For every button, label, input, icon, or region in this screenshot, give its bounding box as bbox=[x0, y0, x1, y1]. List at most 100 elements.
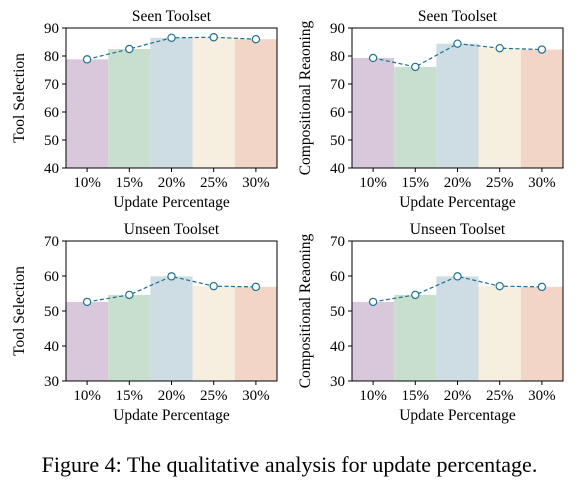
x-tick-label: 30% bbox=[242, 388, 270, 404]
x-tick-label: 15% bbox=[402, 175, 430, 191]
chart-panel-1: 40 50 60 70 80 90 10% 15% 20% 25% 30% Seen Toolset U… bbox=[11, 8, 278, 211]
y-tick-label: 40 bbox=[44, 161, 59, 177]
x-tick-label: 30% bbox=[528, 175, 556, 191]
data-point bbox=[209, 33, 218, 42]
y-tick-label: 50 bbox=[330, 304, 345, 320]
x-tick-label: 25% bbox=[486, 175, 514, 191]
y-tick-label: 80 bbox=[44, 49, 59, 65]
y-axis-label: Tool Selection bbox=[11, 53, 28, 143]
data-point bbox=[453, 39, 462, 48]
chart-title: Unseen Toolset bbox=[124, 221, 220, 238]
y-tick-label: 80 bbox=[330, 49, 345, 65]
data-point bbox=[411, 62, 420, 72]
figure-panels: 40 50 60 70 80 90 10% 15% 20% 25% 30% Seen Toolset U… bbox=[11, 8, 564, 424]
data-point bbox=[368, 53, 378, 63]
data-point bbox=[82, 297, 92, 307]
bar bbox=[478, 48, 521, 168]
data-point bbox=[125, 44, 134, 54]
y-tick-label: 40 bbox=[330, 339, 345, 355]
y-tick-label: 50 bbox=[330, 133, 345, 149]
x-tick-label: 30% bbox=[242, 175, 270, 191]
y-tick-label: 90 bbox=[44, 21, 59, 37]
chart-title: Seen Toolset bbox=[132, 8, 212, 25]
bar bbox=[150, 37, 193, 168]
x-tick-label: 25% bbox=[200, 175, 228, 191]
x-axis-label: Update Percentage bbox=[399, 194, 516, 211]
y-tick-label: 90 bbox=[330, 21, 345, 37]
y-tick-label: 30 bbox=[330, 374, 345, 390]
x-axis-label: Update Percentage bbox=[113, 194, 230, 211]
x-tick-label: 10% bbox=[73, 388, 101, 404]
y-tick-label: 70 bbox=[44, 77, 59, 93]
y-tick-label: 60 bbox=[330, 269, 345, 285]
y-tick-label: 50 bbox=[44, 304, 59, 320]
bar bbox=[394, 66, 437, 168]
bar bbox=[234, 39, 277, 169]
data-point bbox=[125, 290, 134, 300]
series-line bbox=[87, 275, 256, 303]
x-tick-label: 30% bbox=[528, 388, 556, 404]
chart-panel-2: 40 50 60 70 80 90 10% 15% 20% 25% 30% Seen Toolset U… bbox=[297, 8, 564, 211]
bar bbox=[192, 37, 235, 168]
bar bbox=[520, 286, 563, 381]
x-tick-label: 20% bbox=[444, 388, 472, 404]
data-point bbox=[167, 272, 176, 281]
bar bbox=[108, 294, 151, 381]
y-axis-label: Compositional Reaoning bbox=[297, 233, 314, 388]
bar bbox=[520, 49, 563, 169]
chart-title: Unseen Toolset bbox=[410, 221, 506, 238]
x-tick-label: 20% bbox=[158, 175, 186, 191]
y-tick-label: 60 bbox=[44, 269, 59, 285]
y-axis-label: Compositional Reaoning bbox=[297, 20, 314, 175]
bar bbox=[108, 49, 151, 168]
x-tick-label: 20% bbox=[444, 175, 472, 191]
x-tick-label: 10% bbox=[359, 388, 387, 404]
y-tick-label: 60 bbox=[330, 105, 345, 121]
y-tick-label: 70 bbox=[330, 234, 345, 250]
y-tick-label: 50 bbox=[44, 133, 59, 149]
y-tick-label: 40 bbox=[330, 161, 345, 177]
chart-title: Seen Toolset bbox=[418, 8, 498, 25]
bar bbox=[66, 301, 109, 381]
bar bbox=[478, 286, 521, 381]
x-axis-label: Update Percentage bbox=[399, 407, 516, 424]
data-point bbox=[453, 272, 462, 281]
y-tick-label: 70 bbox=[330, 77, 345, 93]
data-point bbox=[495, 281, 504, 291]
bar bbox=[436, 43, 479, 168]
bar bbox=[150, 276, 193, 381]
data-point bbox=[209, 281, 218, 291]
chart-panel-4: 30 40 50 60 70 10% 15% 20% 25% 30% Unseen Toolset U… bbox=[297, 221, 564, 424]
data-point bbox=[411, 290, 420, 300]
data-point bbox=[167, 33, 176, 43]
data-point bbox=[251, 282, 261, 292]
x-tick-label: 25% bbox=[200, 388, 228, 404]
x-tick-label: 10% bbox=[73, 175, 101, 191]
bar bbox=[66, 59, 109, 168]
x-tick-label: 25% bbox=[486, 388, 514, 404]
data-point bbox=[368, 297, 378, 307]
bar bbox=[394, 294, 437, 381]
bar bbox=[192, 286, 235, 381]
series-line bbox=[373, 275, 542, 303]
data-point bbox=[537, 282, 547, 292]
data-point bbox=[537, 45, 547, 54]
y-tick-label: 60 bbox=[44, 105, 59, 121]
bar bbox=[234, 286, 277, 381]
data-point bbox=[82, 55, 92, 64]
data-point bbox=[251, 35, 261, 44]
data-point bbox=[495, 43, 504, 53]
y-tick-label: 70 bbox=[44, 234, 59, 250]
x-axis-label: Update Percentage bbox=[113, 407, 230, 424]
bar bbox=[436, 276, 479, 381]
y-tick-label: 40 bbox=[44, 339, 59, 355]
bar bbox=[352, 301, 395, 381]
y-axis-label: Tool Selection bbox=[11, 266, 28, 356]
bar bbox=[352, 57, 395, 168]
chart-panel-3: 30 40 50 60 70 10% 15% 20% 25% 30% Unseen Toolset U… bbox=[11, 221, 278, 424]
x-tick-label: 15% bbox=[116, 388, 144, 404]
x-tick-label: 15% bbox=[116, 175, 144, 191]
figure-caption: Figure 4: The qualitative analysis for u… bbox=[41, 452, 538, 477]
x-tick-label: 15% bbox=[402, 388, 430, 404]
y-tick-label: 30 bbox=[44, 374, 59, 390]
